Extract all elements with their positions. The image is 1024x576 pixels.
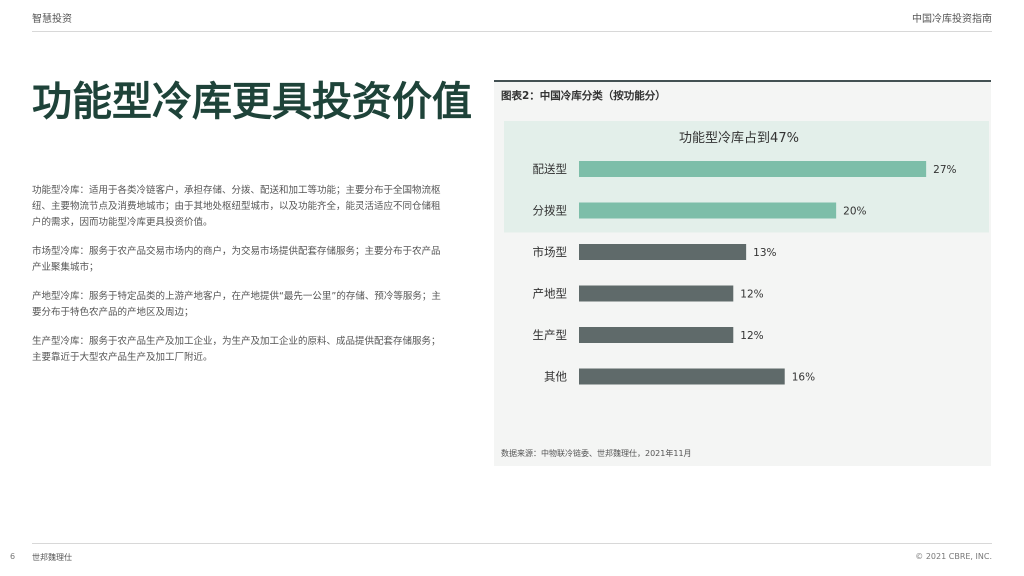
chart-source: 数据来源：中物联冷链委、世邦魏理仕，2021年11月	[501, 449, 692, 458]
body-text: 功能型冷库：适用于各类冷链客户，承担存储、分拨、配送和加工等功能；主要分布于全国…	[32, 183, 442, 379]
bar	[579, 327, 734, 343]
category-label: 分拨型	[533, 204, 568, 218]
page-title: 功能型冷库更具投资价值	[32, 78, 472, 125]
chart-title: 图表2：中国冷库分类（按功能分）	[501, 90, 666, 102]
bar	[579, 202, 837, 219]
value-label: 12%	[740, 289, 763, 301]
paragraph-origin: 产地型冷库：服务于特定品类的上游产地客户，在产地提供“最先一公里”的存储、预冷等…	[32, 291, 441, 318]
chart-panel: 图表2：中国冷库分类（按功能分） 功能型冷库占到47% 配送型 27% 分拨型 20% 市…	[494, 80, 991, 466]
category-label: 配送型	[533, 162, 568, 176]
category-label: 生产型	[533, 328, 568, 342]
value-label: 27%	[933, 164, 956, 176]
header-report-title: 中国冷库投资指南	[912, 14, 992, 25]
value-label: 16%	[792, 372, 815, 384]
value-label: 12%	[740, 330, 763, 342]
value-label: 13%	[753, 247, 776, 259]
bar	[579, 368, 785, 385]
paragraph-market: 市场型冷库：服务于农产品交易市场内的商户，为交易市场提供配套存储服务；主要分布于…	[32, 246, 441, 273]
footer-divider	[32, 543, 992, 544]
category-label: 其他	[544, 370, 567, 384]
bar	[579, 161, 927, 177]
page-number: 6	[10, 552, 16, 561]
header-divider	[32, 31, 992, 32]
bar-chart: 功能型冷库占到47% 配送型 27% 分拨型 20% 市场型 13% 产地型 12% 生产型 12%…	[504, 121, 989, 385]
copyright: © 2021 CBRE, INC.	[915, 552, 992, 561]
brand-logo: 世邦魏理仕	[32, 553, 72, 562]
bar	[579, 244, 747, 260]
chart-top-rule	[494, 80, 991, 82]
category-label: 市场型	[533, 245, 568, 259]
paragraph-functional: 功能型冷库：适用于各类冷链客户，承担存储、分拨、配送和加工等功能；主要分布于全国…	[32, 185, 441, 228]
paragraph-production: 生产型冷库：服务于农产品生产及加工企业，为生产及加工企业的原料、成品提供配套存储…	[32, 336, 441, 363]
category-label: 产地型	[533, 287, 568, 301]
chart-annotation: 功能型冷库占到47%	[679, 130, 799, 146]
bar	[579, 285, 734, 302]
value-label: 20%	[843, 206, 866, 218]
header-section-label: 智慧投资	[32, 14, 72, 25]
